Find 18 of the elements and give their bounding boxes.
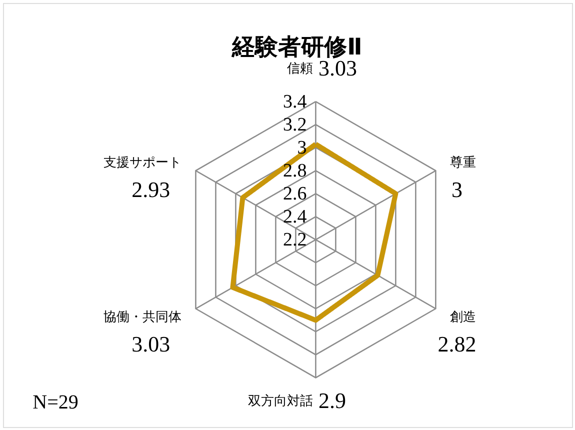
spoke-label: 信頼	[286, 61, 313, 76]
text: N=29	[32, 391, 78, 414]
y-tick-label: 2.2	[282, 230, 307, 251]
spoke-label: 双方向対話	[248, 393, 313, 410]
spoke-label: 支援サポート	[103, 155, 182, 170]
y-tick-label: 2.8	[282, 160, 307, 182]
spoke-label: 協働・共同体	[103, 310, 182, 325]
spoke-label: 尊重	[450, 155, 476, 170]
y-tick-label: 2.4	[282, 206, 308, 228]
y-tick-label: 3.4	[282, 92, 308, 113]
text: 3	[452, 176, 463, 202]
y-tick-label: 3.2	[282, 114, 307, 136]
text: 2.93	[132, 176, 170, 202]
spoke-label: 創造	[450, 310, 476, 325]
text: 3.03	[132, 332, 170, 357]
y-tick-label: 2.6	[282, 184, 307, 205]
text: 2.9	[318, 388, 346, 414]
text: 2.82	[438, 332, 476, 357]
